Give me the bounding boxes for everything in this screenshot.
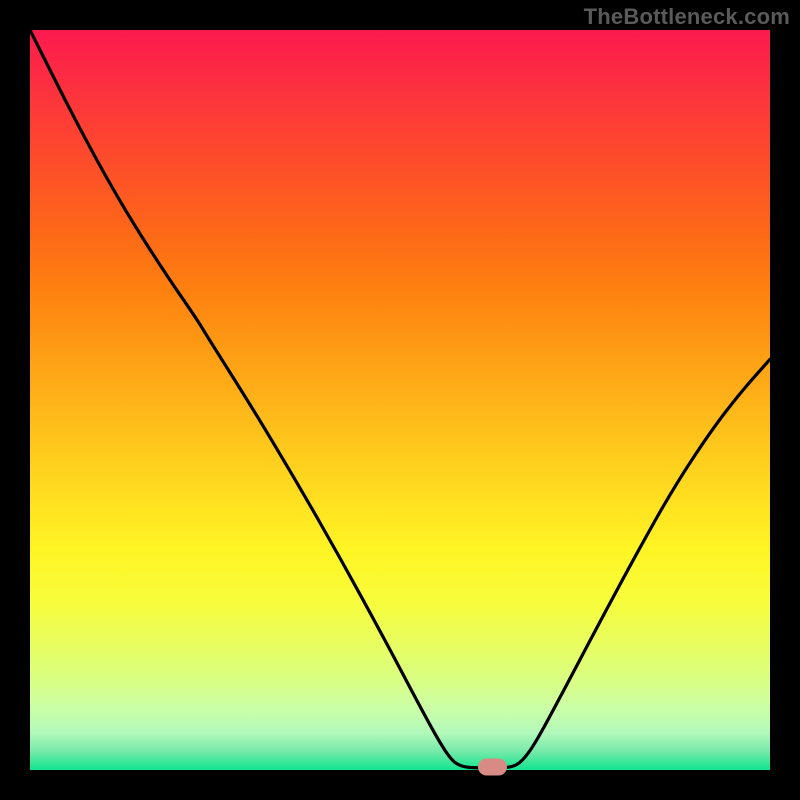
bottleneck-chart: TheBottleneck.com	[0, 0, 800, 800]
optimal-marker	[479, 759, 507, 775]
watermark-text: TheBottleneck.com	[584, 4, 790, 30]
gradient-background	[30, 30, 770, 770]
chart-svg	[0, 0, 800, 800]
